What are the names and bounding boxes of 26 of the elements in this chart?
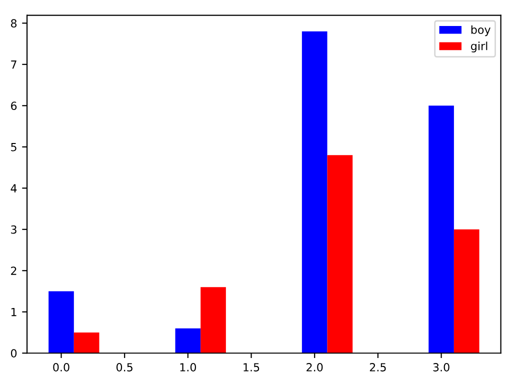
y-tick-label: 6 (11, 102, 17, 110)
y-tick-label: 5 (11, 143, 16, 152)
x-tick-label: 0.5 (116, 363, 132, 372)
bar (175, 328, 201, 354)
y-tick-label: 1 (11, 308, 16, 316)
legend-label: girl (471, 42, 488, 52)
y-tick-label: 0 (10, 349, 17, 358)
y-tick-label: 3 (11, 225, 16, 234)
x-tick-label: 2.0 (306, 363, 323, 372)
bar (454, 229, 480, 354)
x-tick-label: 1.5 (244, 363, 260, 372)
legend-label: boy (471, 25, 490, 36)
y-tick-label: 4 (10, 184, 17, 192)
y-tick-label: 7 (11, 60, 16, 69)
bar (302, 31, 328, 354)
x-tick-label: 2.5 (370, 363, 386, 372)
bar (428, 106, 454, 354)
y-tick-label: 2 (11, 266, 16, 275)
bar (74, 332, 100, 354)
bar (200, 287, 226, 354)
x-tick-label: 0.0 (53, 363, 70, 372)
bar (48, 291, 74, 354)
bar (327, 155, 353, 354)
y-tick-label: 8 (10, 19, 17, 28)
x-tick-label: 3.0 (433, 363, 450, 372)
x-tick-label: 1.0 (180, 363, 196, 372)
